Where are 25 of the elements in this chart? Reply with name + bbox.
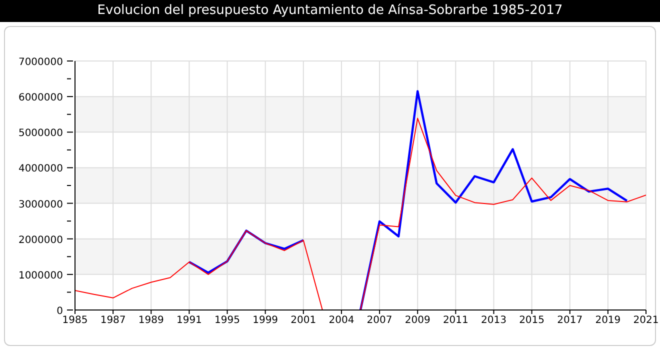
x-tick-label: 1985	[62, 315, 88, 326]
y-tick-label: 6000000	[18, 92, 63, 104]
y-tick-label: 7000000	[18, 57, 63, 68]
y-tick-label: 5000000	[18, 128, 63, 140]
x-tick-label: 2001	[290, 315, 316, 326]
x-tick-label: 1999	[252, 315, 278, 326]
x-tick-label: 1991	[176, 315, 202, 326]
x-tick-label: 2013	[481, 315, 506, 326]
y-tick-label: 0	[56, 306, 63, 317]
x-tick-label: 2019	[595, 315, 621, 326]
y-tick-label: 2000000	[18, 234, 63, 246]
x-tick-label: 2004	[328, 315, 354, 326]
x-tick-label: 2009	[404, 315, 430, 326]
y-tick-label: 1000000	[18, 270, 63, 282]
y-tick-label: 3000000	[18, 199, 63, 210]
x-tick-label: 1989	[138, 315, 164, 326]
x-tick-label: 2007	[366, 315, 392, 326]
chart-title: Evolucion del presupuesto Ayuntamiento de Aínsa-Sobrarbe 1985-2017	[0, 0, 660, 22]
x-tick-label: 2017	[557, 315, 583, 326]
x-tick-label: 1995	[214, 315, 240, 326]
x-tick-label: 2015	[519, 315, 545, 326]
x-tick-label: 2021	[633, 315, 659, 326]
x-tick-label: 2011	[442, 315, 468, 326]
x-tick-label: 1987	[100, 315, 126, 326]
y-tick-label: 4000000	[18, 164, 63, 175]
